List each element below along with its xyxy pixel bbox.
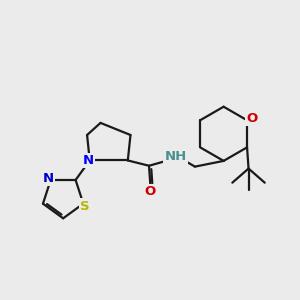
Text: NH: NH — [164, 150, 187, 164]
Text: N: N — [43, 172, 54, 185]
Text: S: S — [80, 200, 90, 212]
Text: N: N — [83, 154, 94, 167]
Text: O: O — [145, 184, 156, 198]
Text: O: O — [246, 112, 257, 125]
